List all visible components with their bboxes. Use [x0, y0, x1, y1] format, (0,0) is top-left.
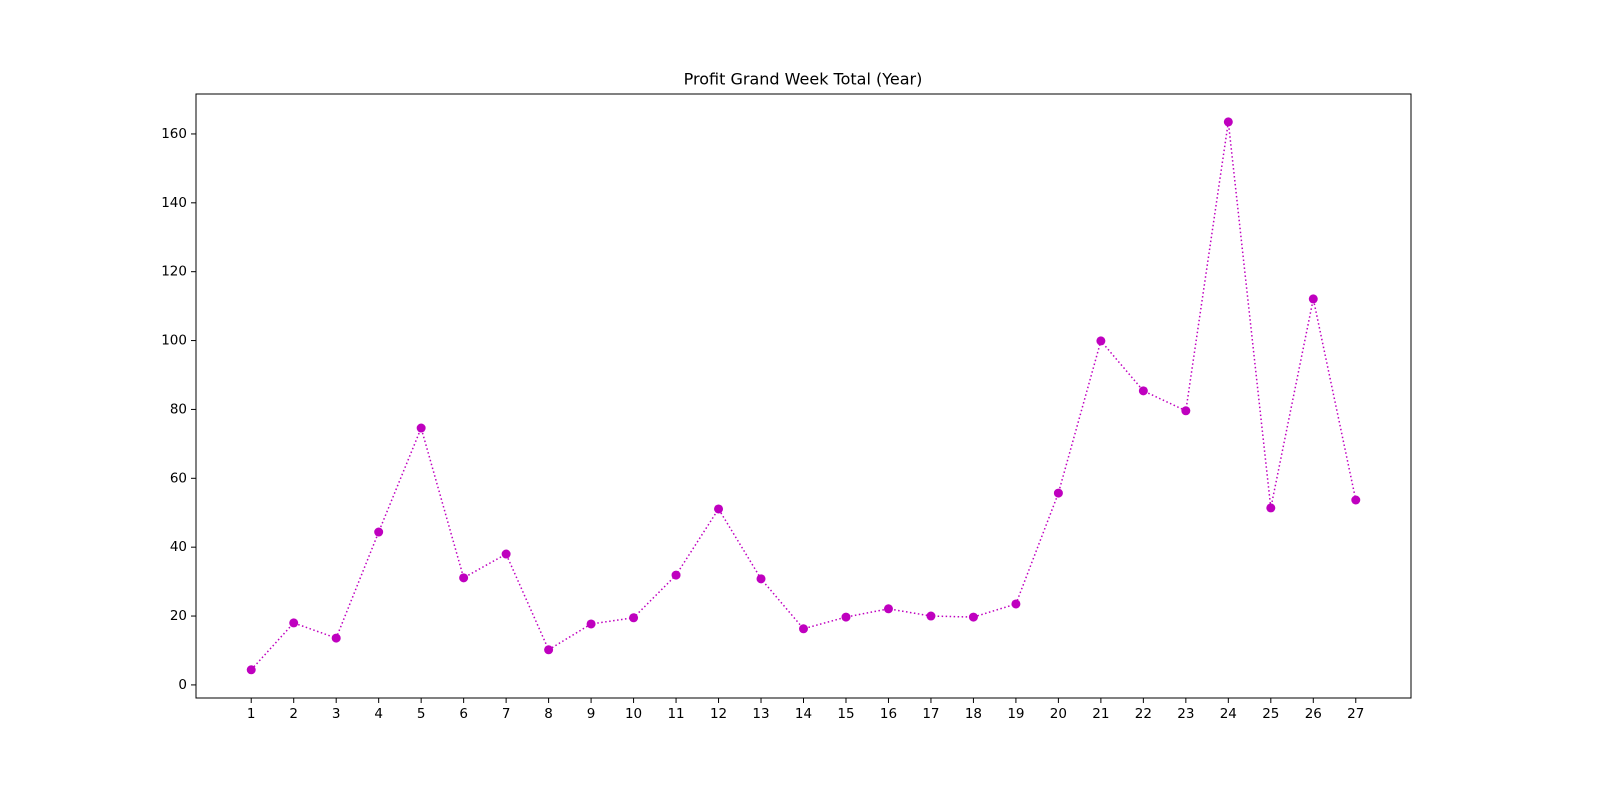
x-tick-label: 18 — [965, 706, 982, 722]
data-point — [1011, 599, 1021, 609]
x-tick-label: 10 — [625, 706, 642, 722]
plot-frame — [195, 93, 1412, 699]
data-point — [799, 624, 808, 634]
y-tick-label: 140 — [161, 195, 187, 211]
data-point — [459, 573, 469, 583]
x-tick-label: 22 — [1135, 706, 1152, 722]
y-tick-label: 100 — [161, 333, 187, 349]
data-point — [714, 504, 724, 514]
data-point — [756, 574, 766, 584]
data-point — [1223, 117, 1233, 127]
x-tick-label: 25 — [1262, 706, 1279, 722]
data-point — [246, 665, 256, 675]
data-point — [968, 612, 978, 622]
data-point — [501, 549, 511, 559]
y-tick-label: 0 — [178, 677, 187, 693]
data-point — [374, 527, 384, 537]
x-tick-label: 16 — [880, 706, 897, 722]
x-tick-label: 15 — [837, 706, 854, 722]
x-tick-label: 1 — [247, 706, 256, 722]
chart-title: Profit Grand Week Total (Year) — [684, 70, 923, 89]
x-tick-label: 11 — [667, 706, 684, 722]
x-tick-label: 21 — [1092, 706, 1109, 722]
x-tick-label: 17 — [922, 706, 939, 722]
x-tick-label: 27 — [1347, 706, 1364, 722]
data-point — [671, 570, 681, 580]
y-tick-label: 160 — [161, 126, 187, 142]
y-tick-label: 120 — [161, 264, 187, 280]
x-tick-label: 2 — [289, 706, 298, 722]
data-point — [1266, 503, 1276, 513]
data-point — [1138, 386, 1148, 396]
x-tick-label: 7 — [502, 706, 511, 722]
x-tick-label: 12 — [710, 706, 727, 722]
data-point — [1351, 495, 1361, 505]
data-point — [586, 619, 596, 629]
data-point — [289, 618, 299, 628]
data-point — [544, 645, 554, 655]
y-tick-label: 80 — [170, 401, 187, 417]
data-point — [841, 612, 851, 622]
x-tick-label: 20 — [1050, 706, 1067, 722]
x-tick-label: 3 — [332, 706, 341, 722]
x-tick-label: 4 — [374, 706, 383, 722]
data-point — [1096, 336, 1106, 346]
x-tick-label: 19 — [1007, 706, 1024, 722]
x-tick-label: 26 — [1305, 706, 1322, 722]
x-tick-label: 5 — [417, 706, 426, 722]
x-tick-label: 24 — [1220, 706, 1237, 722]
x-tick-label: 6 — [459, 706, 468, 722]
data-point — [416, 423, 426, 433]
x-tick-label: 14 — [795, 706, 812, 722]
data-point — [883, 604, 893, 614]
x-tick-label: 9 — [587, 706, 596, 722]
y-tick-label: 60 — [170, 470, 187, 486]
data-point — [1308, 294, 1318, 304]
x-tick-label: 8 — [544, 706, 553, 722]
data-point — [331, 633, 341, 643]
x-tick-label: 13 — [752, 706, 769, 722]
y-tick-label: 40 — [170, 539, 187, 555]
data-point — [1053, 488, 1063, 498]
x-tick-label: 23 — [1177, 706, 1194, 722]
data-point — [926, 611, 936, 621]
data-point — [1181, 406, 1191, 416]
y-tick-label: 20 — [170, 608, 187, 624]
data-point — [629, 613, 639, 623]
